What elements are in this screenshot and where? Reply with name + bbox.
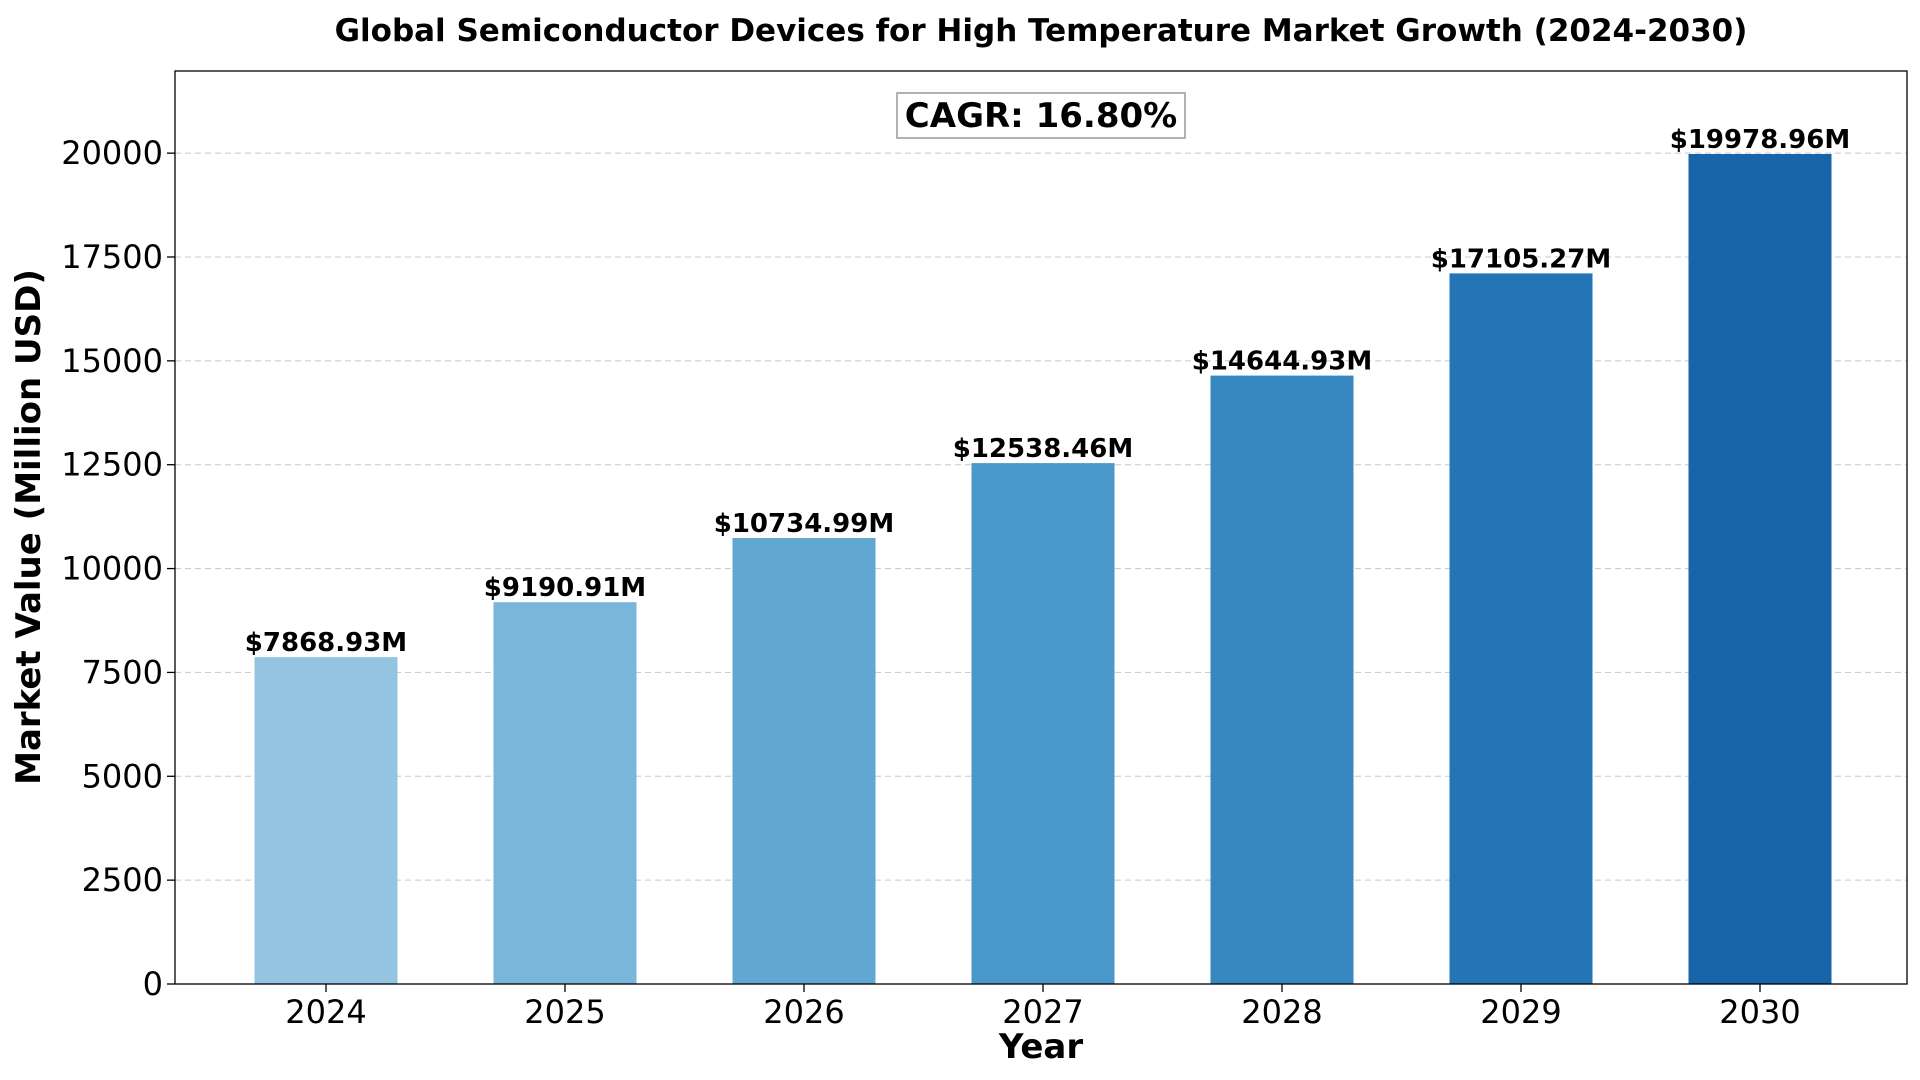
x-tick-label: 2030 <box>1719 993 1800 1031</box>
bar-2025 <box>493 602 637 984</box>
y-tick-label: 5000 <box>82 757 163 795</box>
x-tick-label: 2024 <box>285 993 366 1031</box>
bar-2030 <box>1688 154 1832 984</box>
x-tick-label: 2026 <box>763 993 844 1031</box>
y-tick-label: 15000 <box>61 342 163 380</box>
bar-2024 <box>254 657 398 984</box>
y-tick-label: 2500 <box>82 861 163 899</box>
plot-frame <box>174 70 1908 985</box>
cagr-text: CAGR: 16.80% <box>905 96 1177 136</box>
bar-2029 <box>1449 273 1593 984</box>
bar-2026 <box>732 538 876 984</box>
y-tick-label: 0 <box>143 965 163 1003</box>
y-axis-ticks: 0 2500 5000 7500 10000 12500 15000 17500 20000 <box>61 134 175 1003</box>
x-axis-ticks: 2024 2025 2026 2027 2028 2029 2030 <box>285 984 1801 1031</box>
data-labels: $7868.93M $9190.91M $10734.99M $12538.46M $1… <box>245 125 1850 658</box>
y-tick-label: 17500 <box>61 238 163 276</box>
y-tick-label: 20000 <box>61 134 163 172</box>
x-tick-label: 2027 <box>1002 993 1083 1031</box>
bars <box>254 154 1832 984</box>
data-label-2024: $7868.93M <box>245 628 407 658</box>
cagr-annotation: CAGR: 16.80% <box>896 92 1186 139</box>
y-tick-label: 10000 <box>61 550 163 588</box>
data-label-2029: $17105.27M <box>1431 244 1611 274</box>
cagr-box <box>896 92 1186 139</box>
data-label-2026: $10734.99M <box>714 509 894 539</box>
y-axis-label: Market Value (Million USD) <box>9 269 49 785</box>
x-tick-label: 2025 <box>524 993 605 1031</box>
y-tick-label: 12500 <box>61 446 163 484</box>
x-tick-label: 2028 <box>1241 993 1322 1031</box>
chart-title: Global Semiconductor Devices for High Te… <box>335 13 1748 49</box>
data-label-2028: $14644.93M <box>1192 347 1372 377</box>
bar-2028 <box>1210 375 1354 984</box>
bar-2027 <box>971 463 1115 984</box>
data-label-2027: $12538.46M <box>953 434 1133 464</box>
x-axis-label: Year <box>998 1027 1084 1067</box>
x-tick-label: 2029 <box>1480 993 1561 1031</box>
data-label-2025: $9190.91M <box>484 573 646 603</box>
y-tick-label: 7500 <box>82 653 163 691</box>
data-label-2030: $19978.96M <box>1670 125 1850 155</box>
